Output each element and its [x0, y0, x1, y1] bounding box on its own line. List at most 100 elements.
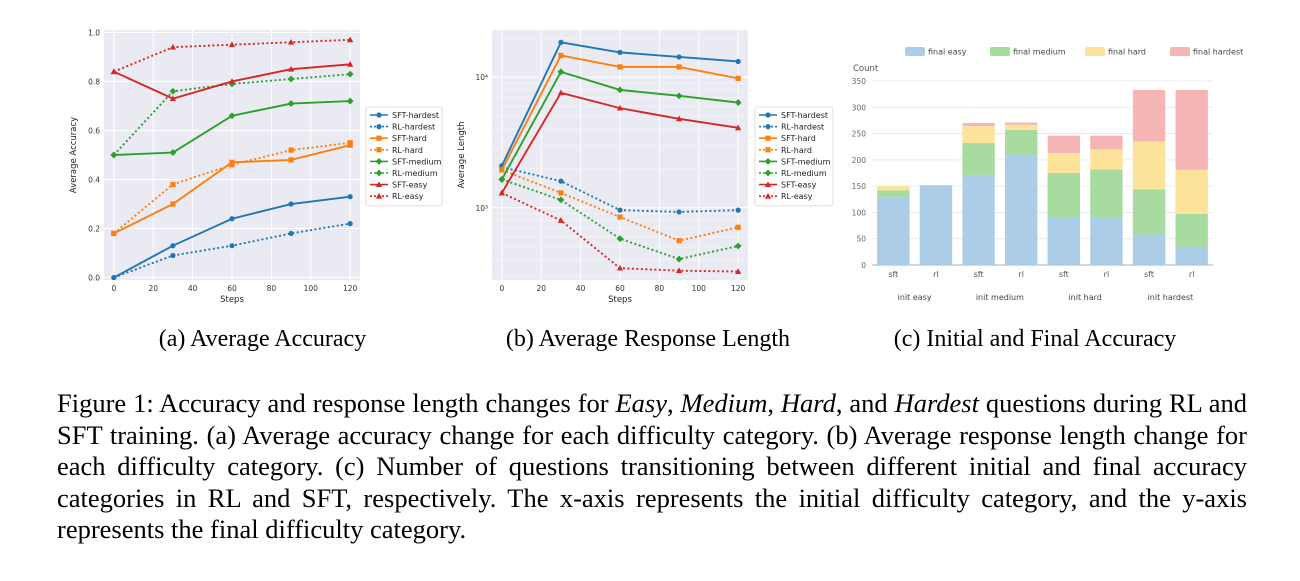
- data-point: [735, 224, 741, 230]
- data-point: [616, 264, 624, 271]
- chart-initial-final-accuracy: Count 0 50 100 150 200 250 300 350 sft rl sft rl sft r…: [852, 47, 1243, 302]
- bar-segment: [962, 143, 995, 176]
- data-point: [288, 230, 294, 237]
- legend-label: SFT-hardest: [781, 111, 828, 120]
- data-point: [228, 112, 236, 120]
- data-point: [288, 147, 294, 153]
- y-tick-label: 250: [852, 130, 867, 139]
- legend-swatch: [905, 47, 925, 56]
- legend-marker: [376, 124, 382, 130]
- data-point: [110, 151, 118, 159]
- legend-marker: [375, 169, 383, 177]
- legend-label: SFT-hard: [781, 134, 816, 143]
- bar-segment: [1175, 169, 1208, 215]
- subcaption-c: (c) Initial and Final Accuracy: [893, 326, 1177, 352]
- data-point: [675, 115, 683, 122]
- bar-segment: [1047, 135, 1081, 154]
- x-tick-label: 40: [188, 284, 198, 293]
- legend-marker: [376, 147, 382, 153]
- caption-segment: ,: [667, 388, 681, 418]
- legend-label: SFT-easy: [781, 181, 817, 190]
- data-point: [675, 92, 683, 100]
- legend-marker: [375, 158, 383, 165]
- data-point: [558, 52, 564, 58]
- bar-segment: [1132, 141, 1166, 190]
- legend-marker: [765, 124, 771, 130]
- x-tick-label: sft: [1144, 270, 1154, 279]
- x-tick-label: rl: [1104, 270, 1110, 279]
- data-point: [287, 38, 295, 45]
- data-point: [558, 190, 564, 196]
- legend-label: RL-medium: [392, 169, 438, 178]
- x-tick-label: 0: [111, 284, 116, 293]
- data-point: [616, 235, 624, 243]
- data-point: [734, 242, 742, 250]
- caption-segment: Accuracy and response length changes for: [153, 388, 616, 418]
- legend-label: SFT-medium: [781, 157, 831, 166]
- bar-segment: [1047, 153, 1081, 173]
- x-tick-label: sft: [888, 270, 898, 279]
- x-tick-label: 0: [499, 284, 504, 293]
- y-axis-label: Average Accuracy: [69, 117, 79, 193]
- legend-marker: [765, 112, 771, 118]
- caption-segment: questions during RL and SFT training. (a…: [57, 388, 1248, 544]
- bar-segment: [877, 186, 910, 191]
- y-tick-label: 0.0: [88, 274, 100, 283]
- data-point: [735, 124, 742, 131]
- data-point: [675, 255, 683, 263]
- x-tick-label: 100: [304, 284, 319, 293]
- legend-label: RL-hardest: [781, 123, 824, 132]
- legend-swatch: [990, 47, 1010, 56]
- y-tick-label: 0: [861, 261, 866, 270]
- x-tick-label: rl: [1189, 270, 1195, 279]
- data-point: [347, 61, 354, 67]
- caption-body: Accuracy and response length changes for…: [57, 388, 1247, 544]
- legend-label: final medium: [1013, 48, 1066, 57]
- data-point: [346, 97, 354, 105]
- bar-segment: [1004, 154, 1038, 265]
- series-line: [113, 73, 351, 156]
- legend-label: RL-hardest: [392, 123, 435, 132]
- group-label: init easy: [898, 293, 932, 302]
- caption-lead: Figure 1:: [57, 388, 154, 418]
- legend-label: RL-easy: [392, 192, 424, 201]
- legend-marker: [764, 181, 772, 187]
- bar-segment: [1090, 149, 1123, 170]
- x-tick-label: 20: [536, 284, 546, 293]
- series-line: [501, 178, 739, 261]
- bar-segment: [877, 190, 910, 198]
- x-tick-label: sft: [1059, 270, 1069, 279]
- legend-marker: [375, 192, 383, 199]
- legend-label: final easy: [928, 48, 967, 57]
- legend-label: SFT-hardest: [392, 111, 439, 120]
- data-point: [170, 243, 176, 249]
- data-point: [347, 194, 353, 200]
- caption-segment: Hard: [780, 388, 836, 418]
- data-point: [347, 140, 353, 146]
- x-tick-label: 60: [227, 284, 237, 293]
- bar-segment: [1175, 246, 1208, 265]
- legend-label: final hardest: [1193, 48, 1243, 57]
- bar-segment: [1132, 89, 1166, 142]
- group-label: init hard: [1068, 293, 1101, 302]
- figure-panels: 0 20 40 60 80 100 120 0.0 0.2 0.4 0.6 0.8 1.0 Steps Av…: [69, 28, 1243, 305]
- legend-label: RL-easy: [781, 192, 813, 201]
- legend-swatch: [1170, 47, 1190, 56]
- data-point: [229, 216, 235, 222]
- data-point: [675, 267, 683, 274]
- data-point: [347, 221, 353, 227]
- y-tick-label: 0.2: [88, 225, 100, 234]
- data-point: [169, 95, 177, 102]
- data-point: [229, 162, 235, 168]
- x-tick-label: 80: [655, 284, 665, 293]
- bar-segment: [1004, 122, 1038, 125]
- data-point: [617, 214, 623, 220]
- y-tick-label: 50: [856, 235, 866, 244]
- y-tick-label: 350: [852, 77, 867, 86]
- legend-marker: [375, 181, 383, 187]
- data-point: [498, 189, 505, 196]
- caption-segment: Easy: [615, 388, 668, 418]
- bar-segment: [1004, 124, 1038, 130]
- bar-segment: [1175, 214, 1208, 247]
- data-point: [735, 207, 741, 213]
